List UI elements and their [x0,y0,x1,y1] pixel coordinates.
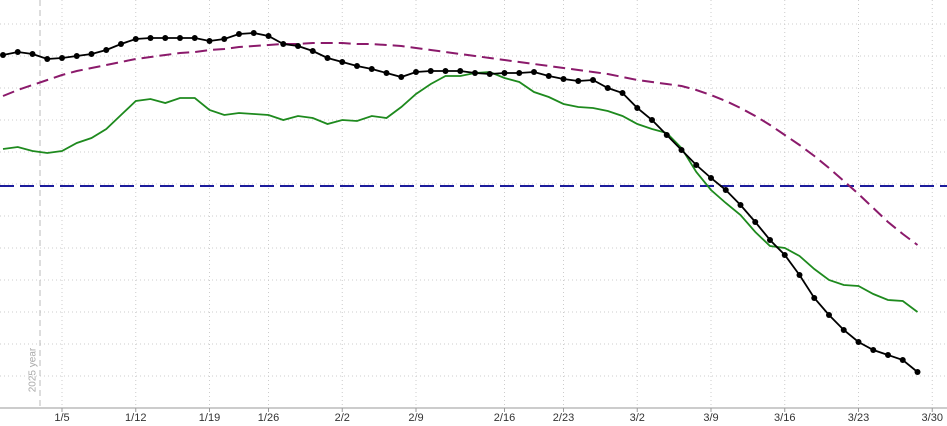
x-tick-label: 2/16 [494,412,515,424]
point [88,51,95,57]
series-line [2,71,919,313]
point [590,77,596,83]
x-tick-label: 2/9 [408,412,423,424]
point [619,90,626,96]
point [398,74,405,80]
point [191,35,198,41]
x-tick-label: 3/30 [922,412,943,424]
point [73,53,80,59]
point [103,47,110,53]
point [324,55,331,61]
point [368,66,375,72]
point [295,43,301,49]
point [781,252,788,258]
point [383,70,390,76]
x-tick-label: 3/23 [848,412,869,424]
point [811,295,818,301]
point [767,237,773,243]
series-line [2,32,919,373]
x-tick-label: 3/9 [703,412,718,424]
point [29,51,36,57]
point [118,41,124,47]
point [236,31,242,37]
point [0,52,6,58]
point [604,85,611,91]
point [722,187,729,193]
point [339,59,346,65]
point [206,38,213,44]
point [899,357,906,363]
point [442,68,449,74]
x-tick-label: 3/16 [774,412,795,424]
series-line [2,42,919,246]
point [649,117,655,123]
point [14,49,21,55]
point [250,30,257,36]
point [44,56,51,62]
point [634,105,641,111]
point [280,41,287,47]
point [840,327,847,333]
point [354,63,360,69]
point [501,70,508,76]
point [531,69,537,75]
point [708,175,714,181]
point [575,78,582,84]
point [147,35,154,41]
point [693,162,700,168]
point [221,36,228,42]
point [177,35,183,41]
point [663,132,670,138]
point [516,70,523,76]
point [265,33,272,39]
point [132,36,139,42]
point [826,312,832,318]
point [752,219,759,225]
point [545,73,552,79]
point [457,68,464,74]
point [914,369,921,375]
x-tick-label: 1/5 [54,412,69,424]
point [59,55,65,61]
point [560,76,567,82]
x-tick-label: 1/26 [258,412,279,424]
x-tick-label: 2/23 [553,412,574,424]
point [486,71,493,77]
point [737,202,744,208]
point [162,35,169,41]
point [427,68,434,74]
point [870,347,877,353]
point [855,339,862,345]
point [796,272,803,278]
point [678,147,685,153]
x-tick-label: 2/2 [335,412,350,424]
x-tick-label: 1/19 [199,412,220,424]
year-label: 2025 year [28,347,39,392]
x-tick-label: 3/2 [630,412,645,424]
point [885,352,891,358]
point [309,48,316,54]
x-tick-label: 1/12 [125,412,146,424]
point [413,69,419,75]
point [472,70,478,76]
